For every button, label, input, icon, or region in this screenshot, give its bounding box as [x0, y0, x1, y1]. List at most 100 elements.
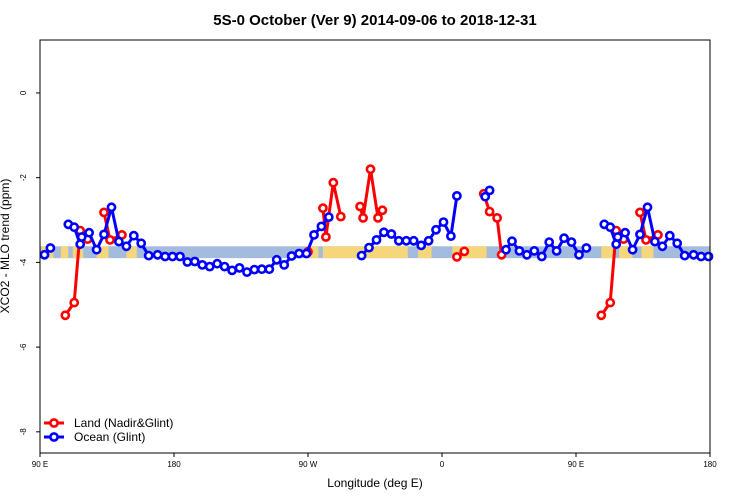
- series-1-point-2-10: [431, 224, 441, 235]
- series-1-point-1-15: [167, 251, 178, 262]
- series-0-point-6-2: [492, 212, 502, 223]
- series-1-point-1-28: [264, 264, 275, 275]
- series-1-point-1-35: [316, 221, 327, 232]
- series-1-point-2-12: [445, 231, 456, 241]
- band-segment-9: [601, 246, 615, 259]
- series-1-point-0-1: [45, 243, 56, 253]
- series-1-point-5-1: [605, 222, 616, 233]
- series-1-point-4-9: [566, 237, 577, 247]
- series-1-point-1-11: [136, 238, 147, 249]
- series-1-point-2-8: [416, 240, 427, 251]
- series-0-point-1-0: [99, 207, 109, 218]
- series-0-point-3-3: [335, 211, 346, 222]
- y-tick-label-1: -2: [19, 174, 28, 182]
- series-0-point-7-1: [605, 297, 616, 308]
- series-1-point-2-0: [356, 250, 367, 261]
- series-1-point-1-29: [271, 254, 282, 265]
- series-1-point-5-5: [627, 244, 638, 255]
- series-1-point-1-33: [301, 248, 312, 259]
- series-1-point-3-1: [484, 185, 495, 196]
- x-tick-label-2: 90 W: [299, 460, 318, 469]
- series-0-point-4-0: [355, 201, 365, 212]
- series-0-point-1-1: [105, 234, 115, 245]
- band-segment-8: [452, 246, 487, 259]
- series-1-point-1-8: [114, 236, 124, 247]
- series-1-point-1-34: [309, 229, 319, 240]
- series-1-point-5-6: [635, 229, 645, 240]
- series-1-point-1-27: [256, 264, 267, 275]
- x-tick-label-1: 180: [167, 460, 181, 469]
- series-1: [39, 185, 714, 277]
- series-1-point-2-1: [364, 242, 374, 253]
- series-1-point-4-6: [544, 237, 555, 247]
- series-0-line-6: [482, 193, 504, 255]
- legend-marker-1: [49, 432, 59, 442]
- series-1-point-1-36: [323, 212, 334, 222]
- series-0-point-3-0: [317, 203, 328, 214]
- series-1-point-4-5: [536, 251, 547, 262]
- series-1-point-1-3: [76, 232, 87, 242]
- series-1-point-4-11: [581, 243, 592, 253]
- series-1-point-1-13: [152, 249, 163, 260]
- series-1-point-2-2: [371, 234, 382, 245]
- series-0-point-3-1: [320, 232, 331, 242]
- band-segment-5: [308, 246, 319, 259]
- series-0-point-8-0: [635, 207, 645, 218]
- series-1-point-1-7: [106, 202, 117, 213]
- series-1-point-1-18: [189, 256, 200, 267]
- series-1-point-1-17: [182, 257, 193, 267]
- y-tick-label-2: -4: [19, 258, 28, 266]
- legend-label-0: Land (Nadir&Glint): [74, 416, 173, 430]
- series-0-point-3-2: [328, 177, 339, 188]
- series-0-point-0-1: [69, 297, 80, 308]
- series-1-point-4-7: [551, 245, 562, 256]
- legend-marker-0: [49, 418, 59, 428]
- series-0-point-6-1: [484, 206, 495, 217]
- series-1-point-1-30: [279, 259, 290, 270]
- series-1-point-0-0: [39, 249, 50, 260]
- series-0-point-7-0: [596, 310, 607, 321]
- series-0-point-0-0: [60, 310, 71, 321]
- series-1-point-5-10: [664, 230, 675, 241]
- series-1-point-5-9: [657, 241, 668, 252]
- band-segment-11: [641, 246, 654, 259]
- series-1-point-1-12: [143, 250, 154, 261]
- series-1-point-2-5: [393, 235, 404, 246]
- series-1-point-1-22: [219, 261, 230, 272]
- y-axis-label: XCO2 - MLO trend (ppm): [0, 179, 12, 314]
- series-1-point-1-6: [99, 229, 109, 240]
- series-0-point-5-0: [451, 251, 462, 262]
- series-1-point-3-0: [480, 191, 491, 202]
- series-1-point-5-15: [703, 251, 714, 262]
- y-tick-label-3: -6: [19, 343, 28, 351]
- series-1-point-5-8: [650, 236, 660, 247]
- series-0-point-4-4: [377, 205, 388, 216]
- x-tick-label-0: 90 E: [32, 460, 48, 469]
- band-segment-4: [126, 246, 137, 259]
- series-1-point-5-12: [679, 250, 690, 261]
- legend: Land (Nadir&Glint)Ocean (Glint): [44, 416, 173, 444]
- series-1-point-4-1: [507, 236, 517, 247]
- series-1-point-1-31: [286, 251, 297, 261]
- series-1-point-1-24: [234, 262, 245, 273]
- series-1-point-5-3: [612, 232, 623, 242]
- series-1-point-4-10: [574, 249, 584, 260]
- legend-label-1: Ocean (Glint): [74, 430, 145, 444]
- series-1-point-2-11: [438, 217, 449, 227]
- x-tick-label-5: 180: [703, 460, 717, 469]
- x-tick-label-3: 0: [440, 460, 445, 469]
- y-axis: 0 -2 -4 -6 -8: [19, 90, 40, 435]
- band-segment-7: [418, 246, 432, 259]
- band-segment-3: [96, 246, 109, 259]
- series-1-point-1-16: [175, 251, 185, 262]
- series-1-point-4-8: [559, 233, 569, 244]
- series-0-point-8-1: [641, 234, 651, 245]
- series-1-point-1-9: [121, 241, 132, 252]
- y-tick-label-0: 0: [19, 90, 28, 95]
- series-1-point-2-4: [386, 229, 397, 239]
- series-1-point-4-0: [501, 244, 511, 255]
- band-segment-1: [60, 246, 69, 259]
- series-1-point-1-4: [84, 227, 94, 238]
- x-axis: 90 E 180 90 W 0 90 E 180: [32, 453, 717, 469]
